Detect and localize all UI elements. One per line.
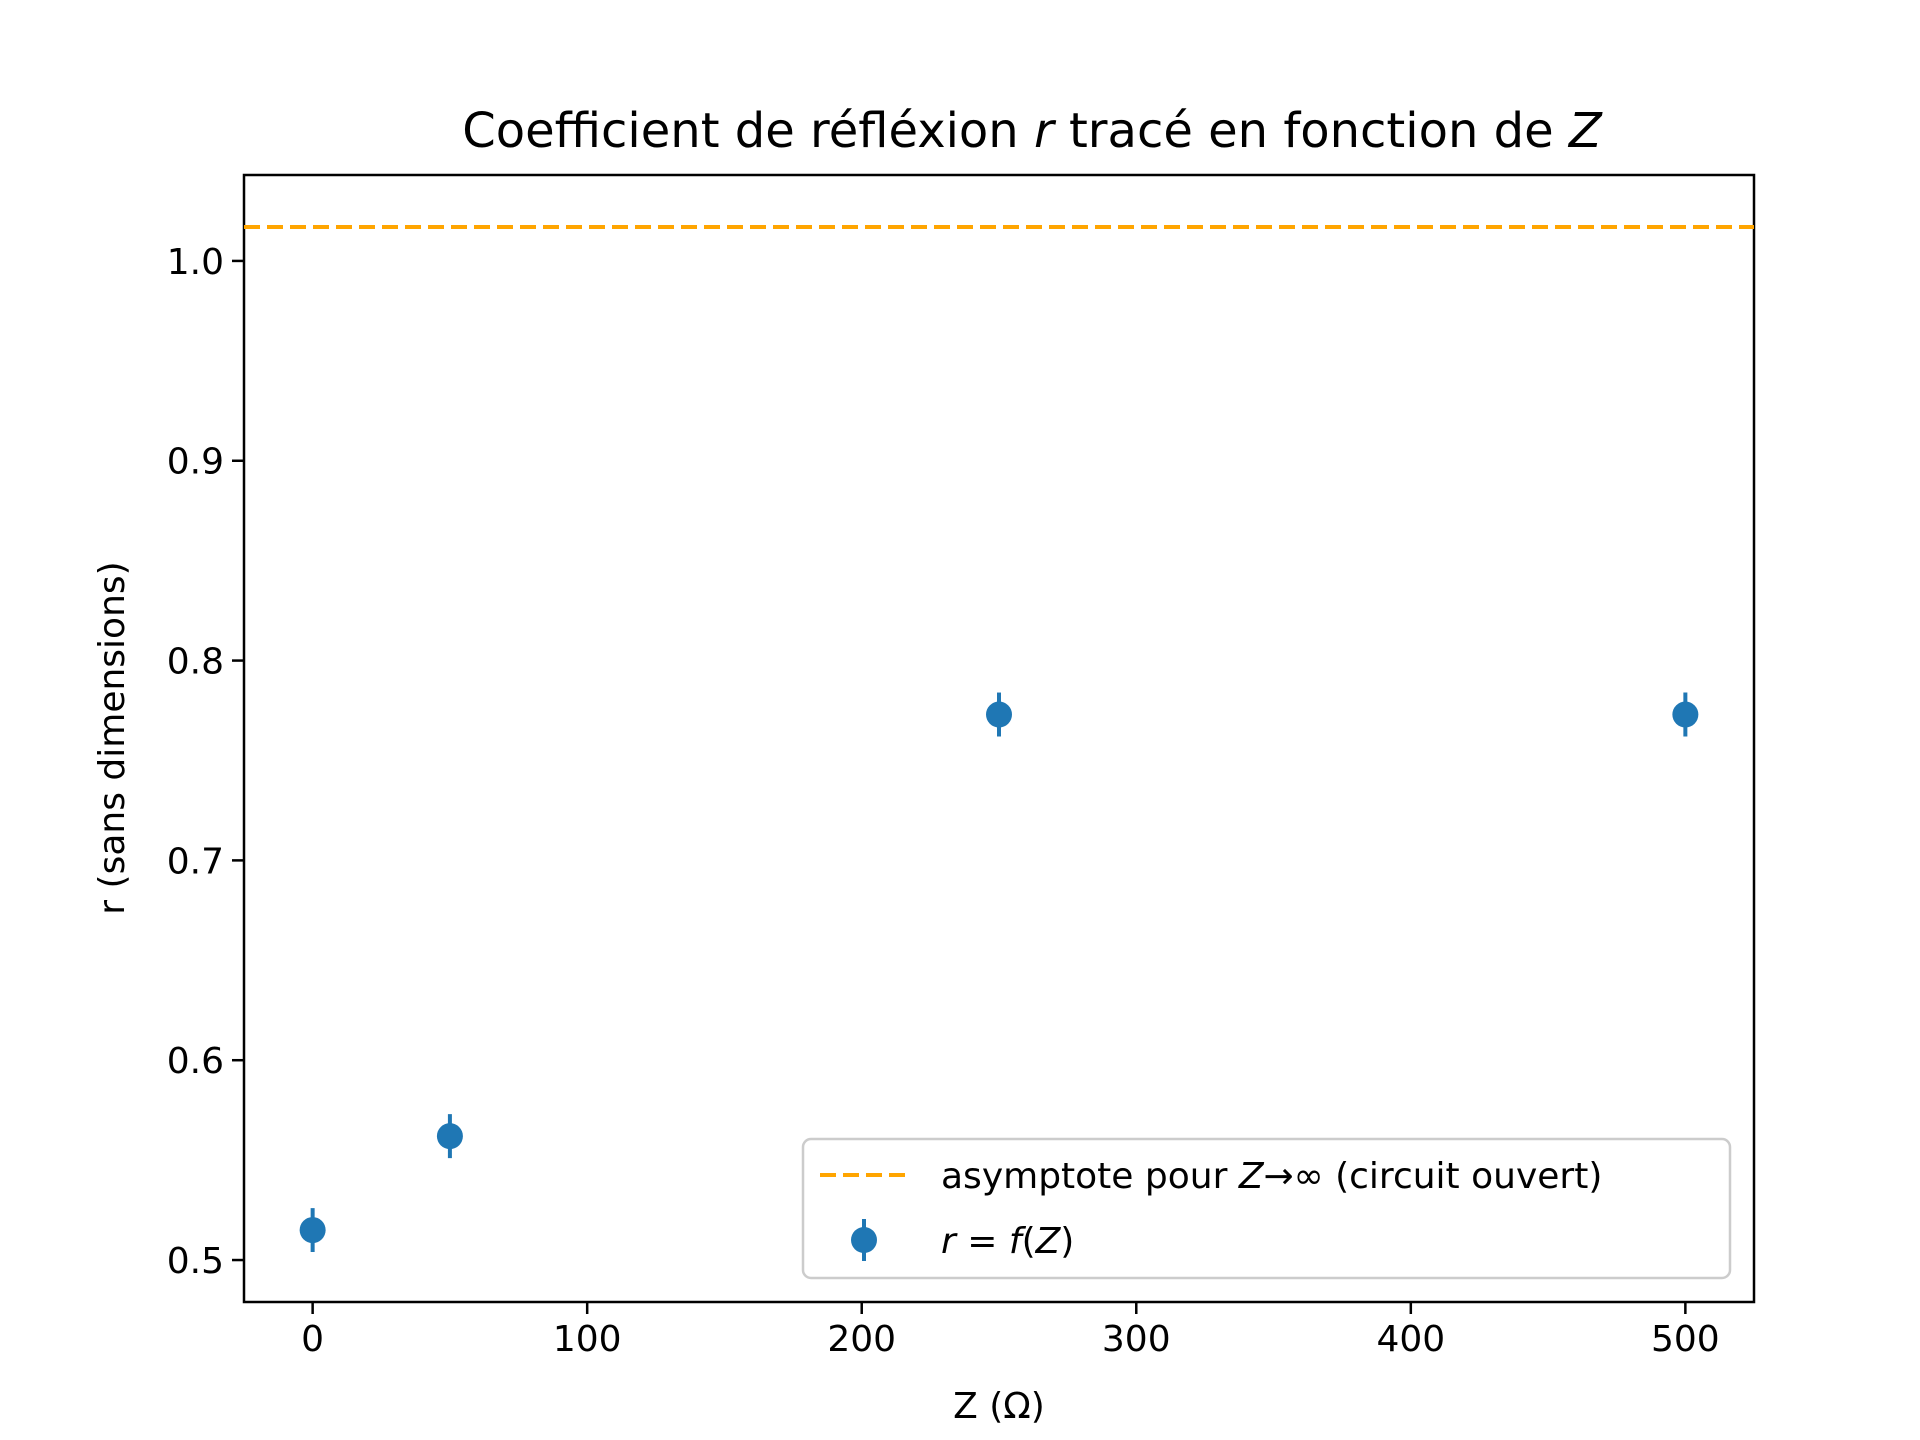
x-tick-label: 400 [1376, 1319, 1445, 1360]
legend-series-label: r = f(Z) [941, 1221, 1074, 1262]
data-point [436, 1123, 463, 1150]
y-tick-label: 0.8 [167, 642, 224, 683]
y-tick-label: 0.9 [167, 442, 224, 483]
legend-series-marker [851, 1227, 877, 1253]
y-axis-label: r (sans dimensions) [92, 561, 133, 914]
data-point [299, 1217, 326, 1244]
y-tick-label: 0.7 [167, 841, 224, 882]
y-tick-label: 0.6 [167, 1041, 224, 1082]
x-axis-label: Z (Ω) [953, 1386, 1045, 1427]
legend-asymptote-label: asymptote pour Z→∞ (circuit ouvert) [941, 1156, 1602, 1197]
y-tick-label: 1.0 [167, 242, 224, 283]
x-tick-label: 0 [301, 1319, 324, 1360]
plot-area [242, 173, 1756, 1304]
legend-box [801, 1137, 1732, 1280]
x-axis-ticks: 0 100 200 300 400 500 [301, 1302, 1720, 1360]
legend: asymptote pour Z→∞ (circuit ouvert) r = … [801, 1137, 1732, 1280]
x-tick-label: 500 [1651, 1319, 1720, 1360]
data-point [986, 701, 1012, 728]
data-point [1672, 701, 1699, 728]
y-tick-label: 0.5 [167, 1241, 224, 1282]
chart-title: Coefficient de réfléxion r tracé en fonc… [462, 103, 1603, 159]
x-tick-label: 200 [827, 1319, 896, 1360]
y-axis-ticks: 0.5 0.6 0.7 0.8 0.9 1.0 [167, 242, 244, 1282]
data-series [299, 692, 1699, 1253]
x-tick-label: 300 [1102, 1319, 1171, 1360]
x-tick-label: 100 [553, 1319, 622, 1360]
